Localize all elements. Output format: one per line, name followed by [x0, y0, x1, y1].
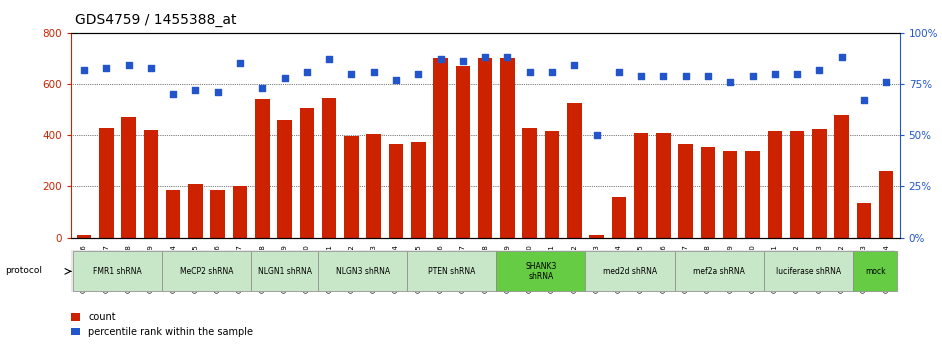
Point — [723, 79, 738, 85]
Text: FMR1 shRNA: FMR1 shRNA — [93, 267, 142, 276]
Bar — [318, 251, 407, 291]
Bar — [567, 103, 581, 238]
Bar — [500, 58, 514, 238]
Point — [210, 89, 225, 95]
Text: NLGN3 shRNA: NLGN3 shRNA — [335, 267, 390, 276]
Point — [745, 73, 760, 79]
Bar — [407, 251, 496, 291]
Point — [277, 75, 292, 81]
Point — [634, 73, 649, 79]
Bar — [723, 151, 738, 238]
Bar — [544, 131, 560, 238]
Text: PTEN shRNA: PTEN shRNA — [428, 267, 476, 276]
Point — [522, 69, 537, 74]
Point — [856, 97, 871, 103]
Bar — [255, 99, 269, 238]
Bar — [674, 251, 764, 291]
Bar — [210, 190, 225, 238]
Point — [366, 69, 382, 74]
Text: NLGN1 shRNA: NLGN1 shRNA — [257, 267, 312, 276]
Point — [879, 79, 894, 85]
Point — [500, 54, 515, 60]
Point — [166, 91, 181, 97]
Text: med2d shRNA: med2d shRNA — [603, 267, 657, 276]
Bar — [99, 127, 114, 238]
Point — [656, 73, 671, 79]
Point — [143, 65, 158, 70]
Text: SHANK3
shRNA: SHANK3 shRNA — [525, 262, 557, 281]
Point — [411, 71, 426, 77]
Bar — [252, 251, 318, 291]
Point — [300, 69, 315, 74]
Point — [678, 73, 693, 79]
Bar — [585, 251, 674, 291]
Point — [478, 54, 493, 60]
Point — [834, 54, 849, 60]
Bar — [162, 251, 252, 291]
Bar — [188, 184, 203, 238]
Bar — [73, 251, 162, 291]
Text: MeCP2 shRNA: MeCP2 shRNA — [180, 267, 234, 276]
Bar — [277, 120, 292, 238]
Bar — [496, 251, 585, 291]
Text: protocol: protocol — [5, 266, 41, 275]
Bar — [523, 127, 537, 238]
Bar — [701, 147, 715, 238]
Point — [433, 56, 448, 62]
Text: GDS4759 / 1455388_at: GDS4759 / 1455388_at — [75, 13, 236, 27]
Point — [789, 71, 804, 77]
Bar — [835, 115, 849, 238]
Bar — [812, 129, 827, 238]
Point — [544, 69, 560, 74]
Point — [701, 73, 716, 79]
Point — [455, 58, 470, 64]
Text: mef2a shRNA: mef2a shRNA — [693, 267, 745, 276]
Bar — [411, 142, 426, 238]
Point — [768, 71, 783, 77]
Bar — [300, 108, 314, 238]
Point — [99, 65, 114, 70]
Bar — [768, 131, 782, 238]
Bar — [143, 130, 158, 238]
Point — [254, 85, 269, 91]
Point — [611, 69, 626, 74]
Bar — [456, 66, 470, 238]
Text: luciferase shRNA: luciferase shRNA — [775, 267, 841, 276]
Point — [567, 62, 582, 68]
Text: mock: mock — [865, 267, 885, 276]
Bar — [478, 58, 493, 238]
Bar — [433, 58, 447, 238]
Bar — [678, 144, 693, 238]
Legend: count, percentile rank within the sample: count, percentile rank within the sample — [71, 312, 253, 337]
Point — [187, 87, 203, 93]
Point — [344, 71, 359, 77]
Bar — [166, 190, 181, 238]
Bar — [344, 136, 359, 238]
Bar — [856, 203, 871, 238]
Bar — [322, 98, 336, 238]
Point — [388, 77, 403, 83]
Bar — [745, 151, 760, 238]
Bar — [611, 197, 626, 238]
Bar — [634, 132, 648, 238]
Bar — [389, 144, 403, 238]
Bar — [366, 134, 381, 238]
Point — [589, 132, 604, 138]
Point — [233, 61, 248, 66]
Point — [321, 56, 336, 62]
Bar — [789, 131, 804, 238]
Bar — [657, 132, 671, 238]
Bar — [764, 251, 853, 291]
Bar — [233, 187, 247, 238]
Bar — [853, 251, 898, 291]
Bar — [879, 171, 893, 238]
Bar — [122, 117, 136, 238]
Point — [812, 67, 827, 73]
Point — [76, 67, 91, 73]
Point — [122, 62, 137, 68]
Bar — [77, 235, 91, 238]
Bar — [590, 235, 604, 238]
